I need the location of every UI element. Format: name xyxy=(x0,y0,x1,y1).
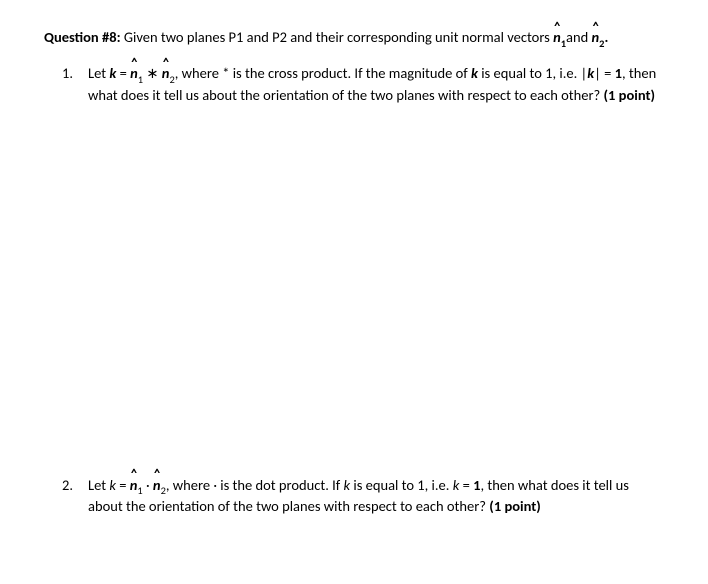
header-period: . xyxy=(604,28,608,46)
n1-hat-symbol: ^n xyxy=(553,28,561,48)
question-list-2: 2. Let k = ^n1 · ^n2, where · is the dot… xyxy=(44,476,664,518)
item-body-2: Let k = ^n1 · ^n2, where · is the dot pr… xyxy=(88,476,664,518)
header-and: and xyxy=(566,28,591,46)
points-label-1: (1 point) xyxy=(604,86,655,104)
k-var-q2: k xyxy=(109,476,116,494)
item-number-1: 1. xyxy=(62,64,88,106)
n1-hat: ^n xyxy=(130,64,138,84)
item-number-2: 2. xyxy=(62,476,88,518)
question-number-label: Question #8: xyxy=(44,28,121,46)
question-list: 1. Let k = ^n1 ∗ ^n2, where * is the cro… xyxy=(44,64,664,106)
n2-hat-q2: ^n xyxy=(153,476,161,496)
question-header: Question #8: Given two planes P1 and P2 … xyxy=(44,28,664,50)
n1-subscript: 1 xyxy=(561,37,566,50)
spacer xyxy=(44,106,664,476)
n2-subscript: 2 xyxy=(599,37,604,50)
k-var-2: k xyxy=(471,64,478,82)
question-item-2: 2. Let k = ^n1 · ^n2, where · is the dot… xyxy=(62,476,664,518)
question-item-1: 1. Let k = ^n1 ∗ ^n2, where * is the cro… xyxy=(62,64,664,106)
header-text-1: Given two planes P1 and P2 and their cor… xyxy=(121,28,554,46)
points-label-2: (1 point) xyxy=(489,497,540,515)
item-body-1: Let k = ^n1 ∗ ^n2, where * is the cross … xyxy=(88,64,664,106)
